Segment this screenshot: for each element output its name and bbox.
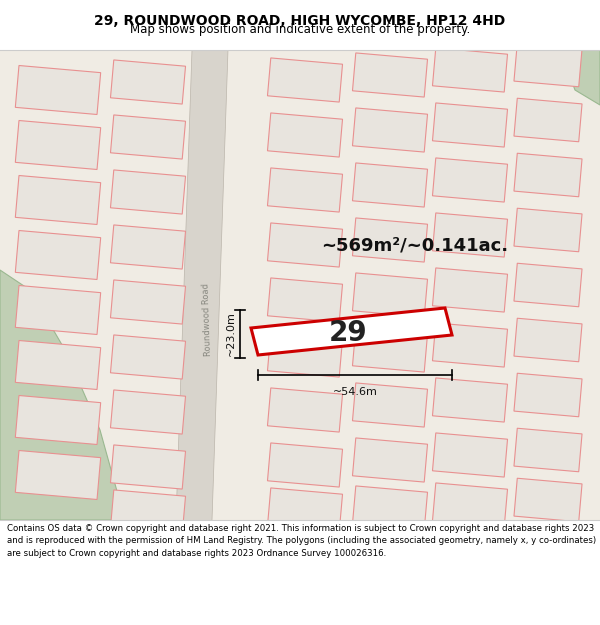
Polygon shape xyxy=(433,323,508,367)
Polygon shape xyxy=(251,308,452,355)
Polygon shape xyxy=(433,433,508,477)
Polygon shape xyxy=(433,48,508,92)
Polygon shape xyxy=(268,223,343,267)
Polygon shape xyxy=(433,268,508,312)
Polygon shape xyxy=(110,445,185,489)
Polygon shape xyxy=(16,286,101,334)
Polygon shape xyxy=(268,333,343,377)
Polygon shape xyxy=(514,373,582,417)
Text: ~54.6m: ~54.6m xyxy=(332,387,377,397)
Polygon shape xyxy=(0,270,125,520)
Polygon shape xyxy=(514,263,582,307)
Polygon shape xyxy=(352,53,428,97)
Polygon shape xyxy=(110,60,185,104)
Polygon shape xyxy=(16,341,101,389)
Polygon shape xyxy=(352,328,428,372)
Polygon shape xyxy=(16,66,101,114)
Polygon shape xyxy=(514,208,582,252)
Polygon shape xyxy=(110,490,185,534)
Polygon shape xyxy=(110,115,185,159)
Polygon shape xyxy=(514,43,582,87)
Text: ~23.0m: ~23.0m xyxy=(226,311,236,356)
Polygon shape xyxy=(110,225,185,269)
Polygon shape xyxy=(352,163,428,207)
Polygon shape xyxy=(352,438,428,482)
Polygon shape xyxy=(268,113,343,157)
Text: 29: 29 xyxy=(329,319,367,347)
Polygon shape xyxy=(433,378,508,422)
Polygon shape xyxy=(16,396,101,444)
Polygon shape xyxy=(433,213,508,257)
Polygon shape xyxy=(16,231,101,279)
Polygon shape xyxy=(514,153,582,197)
Text: Contains OS data © Crown copyright and database right 2021. This information is : Contains OS data © Crown copyright and d… xyxy=(7,524,596,558)
Polygon shape xyxy=(352,486,428,530)
Text: Map shows position and indicative extent of the property.: Map shows position and indicative extent… xyxy=(130,23,470,36)
Polygon shape xyxy=(268,58,343,102)
Polygon shape xyxy=(514,478,582,522)
Polygon shape xyxy=(352,218,428,262)
Polygon shape xyxy=(514,98,582,142)
Polygon shape xyxy=(352,273,428,317)
Polygon shape xyxy=(110,390,185,434)
Polygon shape xyxy=(110,280,185,324)
Polygon shape xyxy=(514,318,582,362)
Polygon shape xyxy=(16,176,101,224)
Polygon shape xyxy=(352,108,428,152)
Polygon shape xyxy=(268,168,343,212)
Polygon shape xyxy=(268,488,343,532)
Polygon shape xyxy=(352,383,428,427)
Polygon shape xyxy=(433,483,508,527)
Polygon shape xyxy=(268,278,343,322)
Polygon shape xyxy=(560,50,600,105)
Polygon shape xyxy=(514,428,582,472)
Polygon shape xyxy=(110,170,185,214)
Polygon shape xyxy=(16,121,101,169)
Polygon shape xyxy=(176,50,228,520)
Polygon shape xyxy=(268,388,343,432)
Polygon shape xyxy=(110,335,185,379)
Text: ~569m²/~0.141ac.: ~569m²/~0.141ac. xyxy=(322,236,509,254)
Polygon shape xyxy=(268,443,343,487)
Text: 29, ROUNDWOOD ROAD, HIGH WYCOMBE, HP12 4HD: 29, ROUNDWOOD ROAD, HIGH WYCOMBE, HP12 4… xyxy=(94,14,506,28)
Polygon shape xyxy=(16,451,101,499)
Polygon shape xyxy=(433,158,508,202)
Text: Roundwood Road: Roundwood Road xyxy=(201,283,213,357)
Polygon shape xyxy=(433,103,508,147)
